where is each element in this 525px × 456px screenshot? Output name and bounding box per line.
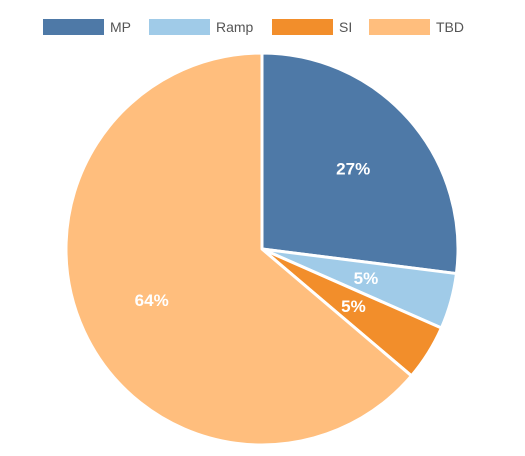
legend-label: TBD [436, 19, 464, 35]
slice-label-mp: 27% [336, 160, 370, 179]
legend-label: Ramp [216, 19, 254, 35]
legend-item-mp[interactable]: MP [43, 19, 131, 35]
pie-slice-mp[interactable] [260, 51, 460, 276]
legend: MP Ramp SI TBD [43, 19, 464, 35]
legend-swatch [272, 19, 333, 35]
slice-label-tbd: 64% [135, 291, 169, 310]
legend-swatch [369, 19, 430, 35]
legend-label: MP [110, 19, 131, 35]
slice-label-ramp: 5% [354, 269, 379, 288]
legend-item-si[interactable]: SI [272, 19, 352, 35]
pie-slices [64, 51, 460, 447]
legend-label: SI [339, 19, 352, 35]
slice-label-si: 5% [341, 297, 366, 316]
legend-item-tbd[interactable]: TBD [369, 19, 464, 35]
pie-slice-tbd[interactable] [64, 51, 413, 447]
legend-swatch [149, 19, 210, 35]
slice-labels: 27% 5% 5% 64% [135, 160, 379, 317]
legend-swatch [43, 19, 104, 35]
legend-item-ramp[interactable]: Ramp [149, 19, 254, 35]
